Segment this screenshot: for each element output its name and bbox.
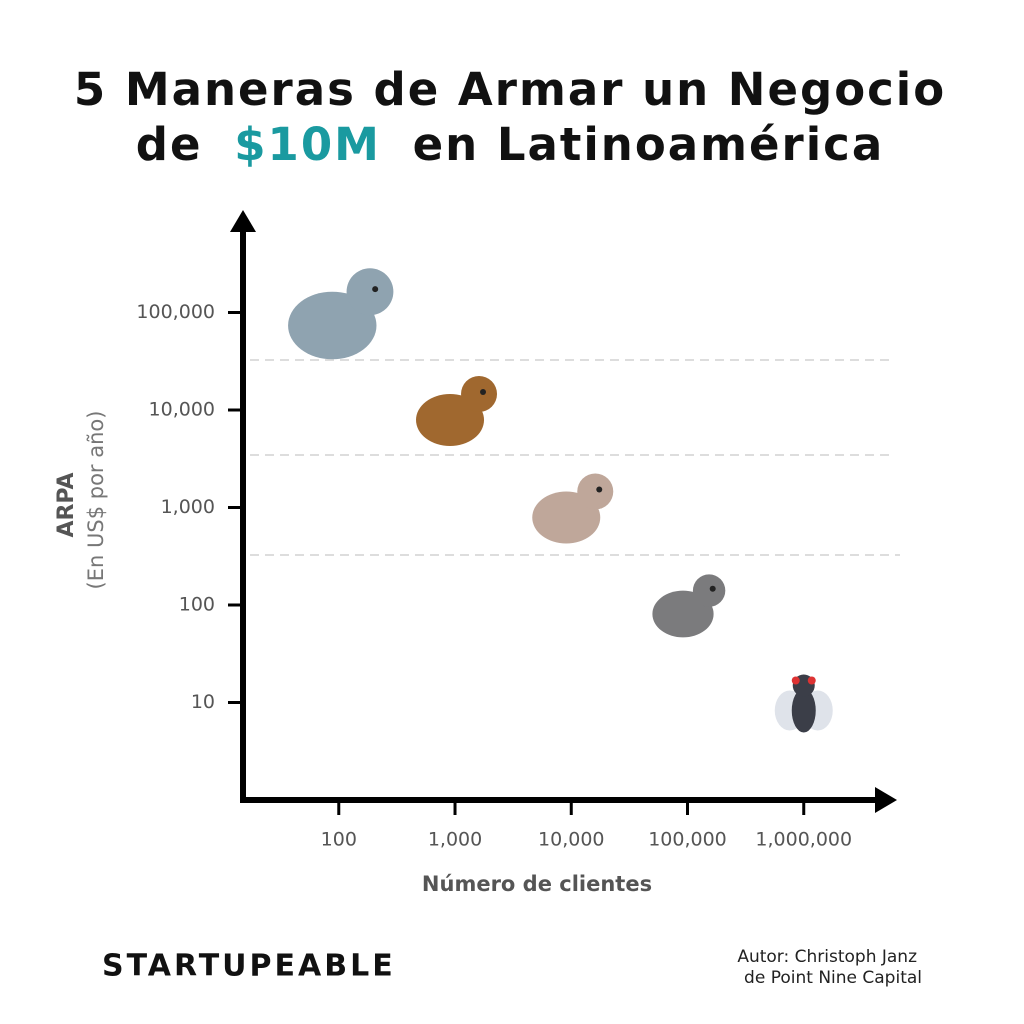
body — [791, 688, 816, 733]
eye — [709, 585, 716, 592]
y-tick-label: 1,000 — [161, 496, 215, 518]
eye — [372, 286, 379, 293]
title-part: en Latinoamérica — [413, 118, 885, 171]
title-highlight: $10M — [234, 118, 381, 171]
y-axis-sublabel: (En US$ por año) — [84, 411, 108, 590]
chart-title: de $10M en Latinoamérica — [136, 118, 884, 171]
y-tick-label: 10 — [191, 691, 215, 713]
x-tick-label: 10,000 — [538, 829, 604, 851]
plot: 100 1,000 10,000 100,000 1,000,000 10 100 1,000… — [136, 268, 852, 851]
data-point — [652, 574, 726, 638]
x-axis-label: Número de clientes — [422, 872, 652, 896]
head — [692, 574, 726, 607]
head — [461, 376, 498, 412]
axes — [240, 228, 880, 803]
title-part: de — [136, 118, 203, 171]
y-arrow — [230, 210, 256, 232]
data-point — [532, 473, 614, 544]
y-tick-label: 10,000 — [149, 399, 215, 421]
head — [577, 473, 614, 510]
y-axis-label: ARPA — [54, 472, 79, 537]
x-tick-label: 100 — [321, 829, 357, 851]
x-tick-label: 100,000 — [648, 829, 727, 851]
credit: de Point Nine Capital — [744, 968, 922, 988]
x-tick-label: 1,000 — [428, 829, 482, 851]
eye — [596, 486, 603, 493]
eye — [480, 389, 487, 395]
eye — [791, 676, 800, 685]
head — [346, 268, 394, 316]
eye — [807, 676, 816, 685]
x-arrow — [875, 787, 897, 813]
y-tick-label: 100,000 — [136, 301, 215, 323]
x-tick-label: 1,000,000 — [755, 829, 852, 851]
data-point — [288, 268, 394, 360]
separators — [250, 359, 900, 556]
chart-title: 5 Maneras de Armar un Negocio — [74, 63, 946, 116]
y-tick-label: 100 — [179, 594, 215, 616]
brand: STARTUPEABLE — [102, 949, 396, 984]
data-point — [416, 376, 498, 446]
credit: Autor: Christoph Janz — [737, 947, 917, 967]
data-point — [774, 674, 833, 733]
